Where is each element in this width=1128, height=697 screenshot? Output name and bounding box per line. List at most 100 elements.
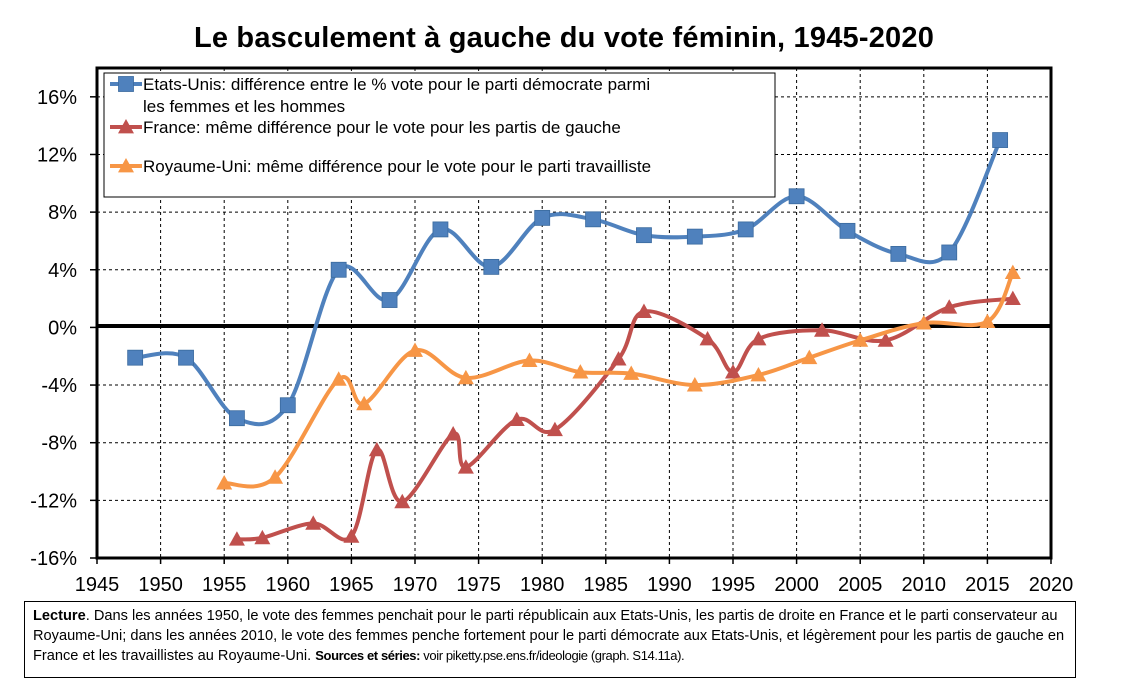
x-tick-label: 1975 bbox=[456, 574, 501, 596]
data-point-france bbox=[610, 351, 627, 366]
data-point-etats-unis bbox=[585, 211, 601, 228]
data-point-royaume-uni bbox=[623, 365, 640, 380]
legend-label: France: même différence pour le vote pou… bbox=[143, 118, 621, 137]
x-tick-label: 2020 bbox=[1029, 574, 1074, 596]
data-point-etats-unis bbox=[534, 209, 551, 226]
series-france bbox=[228, 290, 1021, 546]
data-point-france bbox=[305, 515, 322, 530]
data-point-royaume-uni bbox=[979, 313, 996, 329]
legend-entry-france: France: même différence pour le vote pou… bbox=[110, 118, 621, 137]
y-tick-label: 0% bbox=[48, 317, 77, 339]
data-point-france bbox=[343, 528, 360, 543]
series-royaume-uni bbox=[216, 264, 1021, 490]
legend-swatch-marker bbox=[118, 119, 134, 134]
data-point-etats-unis bbox=[178, 349, 194, 366]
x-tick-label: 2015 bbox=[965, 574, 1010, 596]
data-point-etats-unis bbox=[686, 228, 703, 245]
x-tick-label: 1945 bbox=[75, 574, 120, 596]
data-point-royaume-uni bbox=[1004, 264, 1021, 280]
y-tick-label: 12% bbox=[37, 144, 77, 166]
x-tick-label: 2010 bbox=[902, 574, 947, 596]
data-point-royaume-uni bbox=[216, 475, 233, 490]
data-point-etats-unis bbox=[839, 222, 856, 239]
x-tick-label: 2005 bbox=[838, 574, 883, 596]
y-tick-label: -4% bbox=[41, 375, 77, 397]
data-point-france bbox=[254, 529, 271, 545]
data-point-france bbox=[1004, 290, 1021, 305]
data-point-etats-unis bbox=[483, 258, 500, 275]
legend-label: Royaume-Uni: même différence pour le vot… bbox=[143, 157, 651, 176]
series-layer bbox=[127, 132, 1021, 546]
data-point-france bbox=[941, 299, 958, 314]
data-point-royaume-uni bbox=[407, 342, 423, 357]
x-tick-label: 1960 bbox=[266, 574, 311, 596]
data-point-france bbox=[725, 364, 741, 379]
data-point-france bbox=[457, 459, 474, 474]
x-tick-label: 1980 bbox=[520, 574, 565, 596]
y-tick-label: -8% bbox=[41, 433, 77, 455]
legend-swatch-marker bbox=[118, 76, 134, 92]
y-tick-label: 16% bbox=[37, 87, 77, 109]
data-point-etats-unis bbox=[992, 132, 1009, 148]
y-tick-label: -12% bbox=[30, 490, 77, 512]
data-point-france bbox=[750, 330, 767, 346]
data-point-france bbox=[368, 441, 385, 457]
data-point-france bbox=[394, 493, 411, 509]
data-point-france bbox=[635, 303, 652, 318]
data-point-france bbox=[877, 332, 894, 347]
data-point-royaume-uni bbox=[521, 352, 538, 367]
x-tick-label: 1970 bbox=[393, 574, 438, 596]
legend-entry-royaume-uni: Royaume-Uni: même différence pour le vot… bbox=[110, 157, 651, 176]
x-tick-label: 1995 bbox=[711, 574, 756, 596]
legend-box bbox=[103, 72, 776, 198]
series-line-france bbox=[236, 296, 1014, 542]
data-point-etats-unis bbox=[432, 221, 449, 238]
plot-frame bbox=[95, 66, 1053, 560]
data-point-etats-unis bbox=[127, 349, 144, 366]
x-axis-ticks: 1945 1950 1955 1960 1965 1970 1975 1980 1985 1990… bbox=[75, 558, 1074, 596]
legend-label: les femmes et les hommes bbox=[143, 97, 345, 116]
x-tick-label: 1955 bbox=[202, 574, 247, 596]
caption-sources-label: Sources et séries: bbox=[315, 648, 421, 663]
x-tick-label: 2000 bbox=[774, 574, 819, 596]
data-point-royaume-uni bbox=[330, 371, 347, 386]
caption-box: Lecture. Dans les années 1950, le vote d… bbox=[24, 601, 1076, 678]
data-point-royaume-uni bbox=[852, 332, 869, 347]
data-point-etats-unis bbox=[279, 397, 296, 414]
data-point-france bbox=[546, 421, 563, 437]
x-tick-label: 1985 bbox=[584, 574, 629, 596]
data-point-etats-unis bbox=[229, 410, 245, 427]
legend-label: Etats-Unis: différence entre le % vote p… bbox=[143, 75, 650, 94]
series-etats-unis bbox=[127, 132, 1009, 427]
data-point-france bbox=[228, 531, 245, 546]
y-tick-label: -16% bbox=[30, 548, 77, 570]
caption-label: Lecture bbox=[33, 608, 86, 624]
series-line-royaume-uni bbox=[223, 271, 1015, 489]
data-point-royaume-uni bbox=[356, 395, 373, 411]
caption-sources-text: voir piketty.pse.ens.fr/ideologie (graph… bbox=[420, 648, 685, 663]
data-point-royaume-uni bbox=[572, 364, 589, 379]
legend-entry-etats-unis: Etats-Unis: différence entre le % vote p… bbox=[110, 75, 650, 116]
data-point-france bbox=[699, 330, 716, 346]
data-point-royaume-uni bbox=[801, 349, 818, 365]
y-axis-ticks: 16% 12% 8% 4% 0% -4% -8% -12% -16% bbox=[30, 87, 97, 570]
data-point-royaume-uni bbox=[686, 377, 703, 392]
data-point-france bbox=[508, 411, 525, 427]
x-tick-label: 1965 bbox=[329, 574, 374, 596]
data-point-etats-unis bbox=[381, 292, 398, 308]
data-point-etats-unis bbox=[737, 221, 754, 238]
data-point-etats-unis bbox=[941, 244, 958, 261]
y-tick-label: 8% bbox=[48, 202, 77, 224]
x-tick-label: 1990 bbox=[647, 574, 692, 596]
data-point-royaume-uni bbox=[750, 366, 767, 382]
data-point-france bbox=[814, 322, 831, 337]
data-point-etats-unis bbox=[330, 261, 347, 278]
chart-title: Le basculement à gauche du vote féminin,… bbox=[193, 22, 935, 54]
legend: Etats-Unis: différence entre le % vote p… bbox=[103, 72, 776, 198]
data-point-royaume-uni bbox=[915, 315, 932, 330]
data-point-etats-unis bbox=[788, 188, 805, 205]
legend-swatch-marker bbox=[118, 158, 134, 173]
y-tick-label: 4% bbox=[48, 260, 77, 282]
data-point-royaume-uni bbox=[457, 369, 474, 385]
data-point-etats-unis bbox=[636, 227, 652, 244]
